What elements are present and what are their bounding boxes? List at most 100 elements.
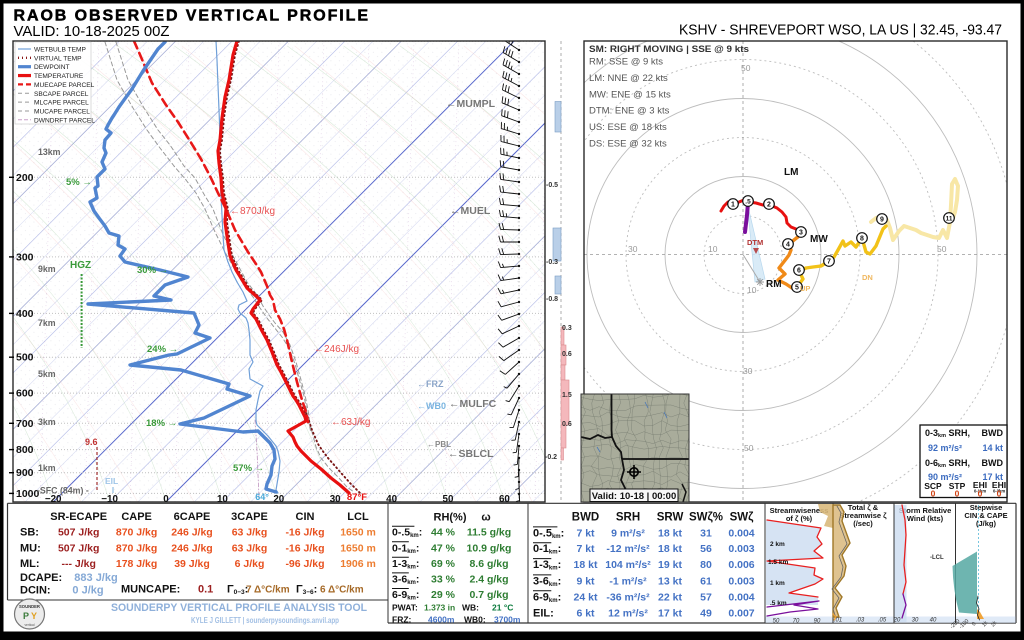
svg-text:104 m²/s²: 104 m²/s² — [605, 559, 651, 571]
svg-text:←FRZ: ←FRZ — [417, 379, 444, 389]
svg-text:5: 5 — [795, 285, 799, 292]
svg-text:20: 20 — [893, 618, 901, 624]
svg-text:10: 10 — [747, 285, 757, 295]
svg-text:1.5 km: 1.5 km — [768, 559, 788, 566]
svg-text:0-3km SRH,: 0-3km SRH, — [925, 428, 970, 439]
svg-text:HGZ: HGZ — [70, 260, 91, 271]
svg-text:1km: 1km — [38, 463, 56, 473]
svg-text:10.9 g/kg: 10.9 g/kg — [467, 542, 512, 554]
svg-text:.01: .01 — [834, 618, 842, 624]
svg-text:DCIN:: DCIN: — [20, 585, 51, 597]
svg-text:9 kt: 9 kt — [576, 575, 595, 587]
svg-text:SCP: SCP — [924, 481, 942, 491]
svg-text:0: 0 — [997, 489, 1002, 499]
svg-text:MW: MW — [810, 234, 828, 245]
svg-text:CAPE: CAPE — [121, 511, 152, 523]
svg-text:44 %: 44 % — [431, 527, 456, 539]
svg-text:←870J/kg: ←870J/kg — [230, 206, 275, 217]
svg-text:10: 10 — [708, 244, 718, 254]
svg-text:3km: 3km — [38, 417, 56, 427]
svg-text:18 kt: 18 kt — [658, 527, 682, 539]
svg-text:DEWPOINT: DEWPOINT — [34, 64, 70, 71]
svg-text:13km: 13km — [38, 147, 61, 157]
svg-text:0.3: 0.3 — [562, 325, 572, 332]
svg-text:50: 50 — [773, 619, 780, 625]
svg-text:MU:: MU: — [20, 542, 41, 554]
svg-text:Streamwiseness: Streamwiseness — [770, 506, 829, 515]
svg-text:SB:: SB: — [20, 527, 39, 539]
svg-text:22 kt: 22 kt — [658, 591, 682, 603]
svg-text:50: 50 — [937, 244, 947, 254]
svg-text:0-1km:: 0-1km: — [392, 542, 419, 555]
svg-text:5km: 5km — [38, 369, 56, 379]
svg-text:LCL: LCL — [347, 511, 369, 523]
svg-text:507 J/kg: 507 J/kg — [58, 527, 99, 539]
svg-text:2: 2 — [767, 202, 771, 209]
svg-text:WB:: WB: — [462, 603, 479, 613]
svg-text:14 kt: 14 kt — [982, 443, 1003, 453]
svg-text:(/sec): (/sec) — [853, 519, 873, 528]
svg-text:0: 0 — [971, 621, 977, 627]
svg-text:39 J/kg: 39 J/kg — [174, 558, 210, 570]
svg-text:MUECAPE PARCEL: MUECAPE PARCEL — [34, 82, 95, 89]
svg-text:11: 11 — [946, 216, 953, 223]
svg-text:0 J/kg: 0 J/kg — [72, 585, 103, 597]
svg-text:WB0:: WB0: — [464, 615, 486, 625]
svg-text:31: 31 — [700, 527, 712, 539]
svg-text:P: P — [23, 611, 29, 621]
svg-text:DN: DN — [862, 273, 873, 282]
svg-text:SR-ECAPE: SR-ECAPE — [50, 511, 107, 523]
svg-text:1: 1 — [731, 202, 735, 209]
svg-text:87°F: 87°F — [347, 492, 367, 503]
svg-text:ML:: ML: — [20, 558, 40, 570]
svg-text:18 kt: 18 kt — [658, 543, 682, 555]
svg-text:8: 8 — [860, 236, 864, 243]
svg-text:11.5 g/kg: 11.5 g/kg — [467, 527, 511, 539]
svg-text:-12 m²/s²: -12 m²/s² — [606, 543, 650, 555]
svg-text:40: 40 — [930, 618, 937, 624]
svg-text:2.4 g/kg: 2.4 g/kg — [469, 573, 508, 585]
svg-text:CIN: CIN — [296, 511, 315, 523]
svg-text:3-6km:: 3-6km: — [392, 573, 419, 586]
svg-text:200: 200 — [16, 172, 34, 184]
svg-text:0-1km: 0-1km — [974, 489, 986, 494]
svg-text:21 °C: 21 °C — [492, 603, 513, 613]
svg-text:−20: −20 — [45, 494, 62, 505]
svg-text:870 J/kg: 870 J/kg — [116, 527, 157, 539]
svg-text:24% →: 24% → — [147, 344, 178, 355]
svg-text:-0.3: -0.3 — [546, 259, 558, 266]
svg-text:61: 61 — [700, 575, 712, 587]
svg-text:vertical: vertical — [24, 623, 34, 627]
svg-text:RAOB OBSERVED VERTICAL PROFILE: RAOB OBSERVED VERTICAL PROFILE — [14, 8, 369, 25]
svg-text:LM: LM — [784, 167, 798, 178]
svg-text:9 m²/s²: 9 m²/s² — [611, 527, 645, 539]
svg-text:6 kt: 6 kt — [576, 608, 595, 620]
svg-text:33 %: 33 % — [431, 573, 456, 585]
svg-text:1906 m: 1906 m — [340, 558, 376, 570]
svg-text:Valid: 10-18 | 00:00: Valid: 10-18 | 00:00 — [592, 491, 677, 502]
svg-text:0.6: 0.6 — [562, 421, 572, 428]
svg-text:EHI: EHI — [992, 480, 1006, 490]
svg-text:1.373 in: 1.373 in — [424, 603, 455, 613]
svg-text:6 J/kg: 6 J/kg — [235, 558, 265, 570]
svg-text:19 kt: 19 kt — [658, 559, 682, 571]
svg-text:(J/kg): (J/kg) — [976, 519, 997, 528]
svg-text:900: 900 — [16, 467, 34, 479]
svg-text:80: 80 — [700, 559, 712, 571]
svg-text:DCAPE:: DCAPE: — [20, 572, 62, 584]
svg-text:RM: SSE @ 9 kts: RM: SSE @ 9 kts — [589, 57, 663, 68]
svg-text:10: 10 — [217, 494, 228, 505]
svg-text:9.6: 9.6 — [85, 437, 98, 447]
svg-text:6CAPE: 6CAPE — [174, 511, 211, 523]
svg-text:0-1km:: 0-1km: — [533, 543, 561, 556]
svg-text:PWAT:: PWAT: — [392, 603, 418, 613]
svg-text:EHI: EHI — [973, 480, 987, 490]
svg-text:Streamwise ζ: Streamwise ζ — [839, 511, 887, 520]
svg-text:800: 800 — [16, 444, 34, 456]
svg-text:9: 9 — [880, 217, 884, 224]
svg-text:.5 km: .5 km — [770, 600, 787, 607]
svg-text:3-6km:: 3-6km: — [533, 575, 561, 588]
svg-text:0.003: 0.003 — [728, 543, 754, 555]
svg-text:EIL: EIL — [105, 476, 118, 486]
svg-text:400: 400 — [16, 308, 34, 320]
